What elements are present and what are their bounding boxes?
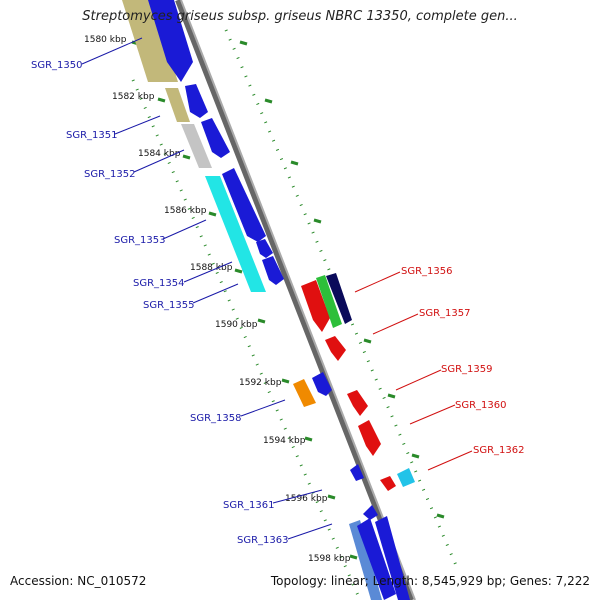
map-title: Streptomyces griseus subsp. griseus NBRC… [82, 9, 518, 24]
gene-sgr-1352-arrow[interactable] [201, 118, 230, 158]
tick-marks-right [239, 40, 445, 519]
tick-label: 1594 kbp [263, 436, 306, 446]
tick-marks [131, 40, 358, 560]
gene-label[interactable]: SGR_1361 [223, 500, 275, 511]
gene-sgr-1353-arrow[interactable] [222, 168, 266, 242]
gene-sgr-1359[interactable] [347, 390, 368, 416]
gene-label[interactable]: SGR_1363 [237, 535, 289, 546]
gene-label[interactable]: SGR_1359 [441, 364, 493, 375]
tick-label: 1596 kbp [285, 494, 328, 504]
gene-sgr-1361[interactable] [350, 464, 364, 481]
tick-label: 1598 kbp [308, 554, 351, 564]
gene-sgr-1363-arrow[interactable] [357, 518, 396, 600]
gene-sgr-1351-arrow[interactable] [185, 84, 208, 118]
right-strand-genes [301, 273, 415, 491]
gene-sgr-1350[interactable] [122, 0, 178, 82]
tick-label: 1580 kbp [84, 35, 127, 45]
tick-label: 1584 kbp [138, 149, 181, 159]
gene-sgr-1362-red[interactable] [380, 476, 396, 491]
gene-sgr-1355-arrow[interactable] [262, 256, 284, 285]
genome-backbone-highlight [180, 0, 416, 601]
gene-sgr-1356-green[interactable] [316, 275, 342, 328]
gene-label[interactable]: SGR_1362 [473, 445, 525, 456]
gene-sgr-1363[interactable] [349, 520, 382, 600]
scale-ticks: 1580 kbp 1582 kbp 1584 kbp 1586 kbp 1588… [84, 35, 351, 564]
gene-label[interactable]: SGR_1350 [31, 60, 83, 71]
gene-label[interactable]: SGR_1355 [143, 300, 195, 311]
accession-text: Accession: NC_010572 [10, 574, 147, 588]
gene-sgr-1351[interactable] [165, 88, 190, 122]
genome-backbone [175, 0, 415, 602]
gene-label[interactable]: SGR_1352 [84, 169, 136, 180]
tick-label: 1586 kbp [164, 206, 207, 216]
gene-sgr-1350-arrow[interactable] [148, 0, 193, 82]
gene-label[interactable]: SGR_1353 [114, 235, 166, 246]
left-leader-lines [81, 37, 333, 540]
gene-sgr-1360[interactable] [358, 420, 381, 456]
genome-summary-text: Topology: linear; Length: 8,545,929 bp; … [270, 574, 590, 588]
gene-label[interactable]: SGR_1351 [66, 130, 118, 141]
right-leader-lines [354, 271, 473, 471]
blue-strand-genes [148, 0, 410, 600]
tick-label: 1590 kbp [215, 320, 258, 330]
tick-label: 1588 kbp [190, 263, 233, 273]
gene-sgr-1356[interactable] [301, 280, 330, 332]
right-gene-labels: SGR_1356 SGR_1357 SGR_1359 SGR_1360 SGR_… [401, 266, 525, 456]
gene-label[interactable]: SGR_1357 [419, 308, 471, 319]
tick-label: 1592 kbp [239, 378, 282, 388]
gene-sgr-1356-navy[interactable] [326, 273, 352, 324]
gene-sgr-1358[interactable] [293, 379, 316, 407]
left-strand-genes [122, 0, 382, 600]
gene-sgr-1352[interactable] [181, 124, 212, 168]
gene-sgr-1354-arrow[interactable] [256, 239, 273, 258]
tick-label: 1582 kbp [112, 92, 155, 102]
gene-label[interactable]: SGR_1358 [190, 413, 242, 424]
gene-label[interactable]: SGR_1356 [401, 266, 453, 277]
gene-sgr-1362[interactable] [397, 468, 415, 487]
gene-sgr-1353[interactable] [205, 176, 266, 292]
gene-blue-tail[interactable] [375, 516, 410, 600]
left-gene-labels: SGR_1350 SGR_1351 SGR_1352 SGR_1353 SGR_… [31, 60, 289, 546]
gene-sgr-1357[interactable] [325, 336, 346, 361]
gene-label[interactable]: SGR_1360 [455, 400, 507, 411]
gene-sgr-1358-arrow[interactable] [312, 372, 332, 396]
gene-label[interactable]: SGR_1354 [133, 278, 185, 289]
gene-small-blue[interactable] [363, 505, 378, 520]
